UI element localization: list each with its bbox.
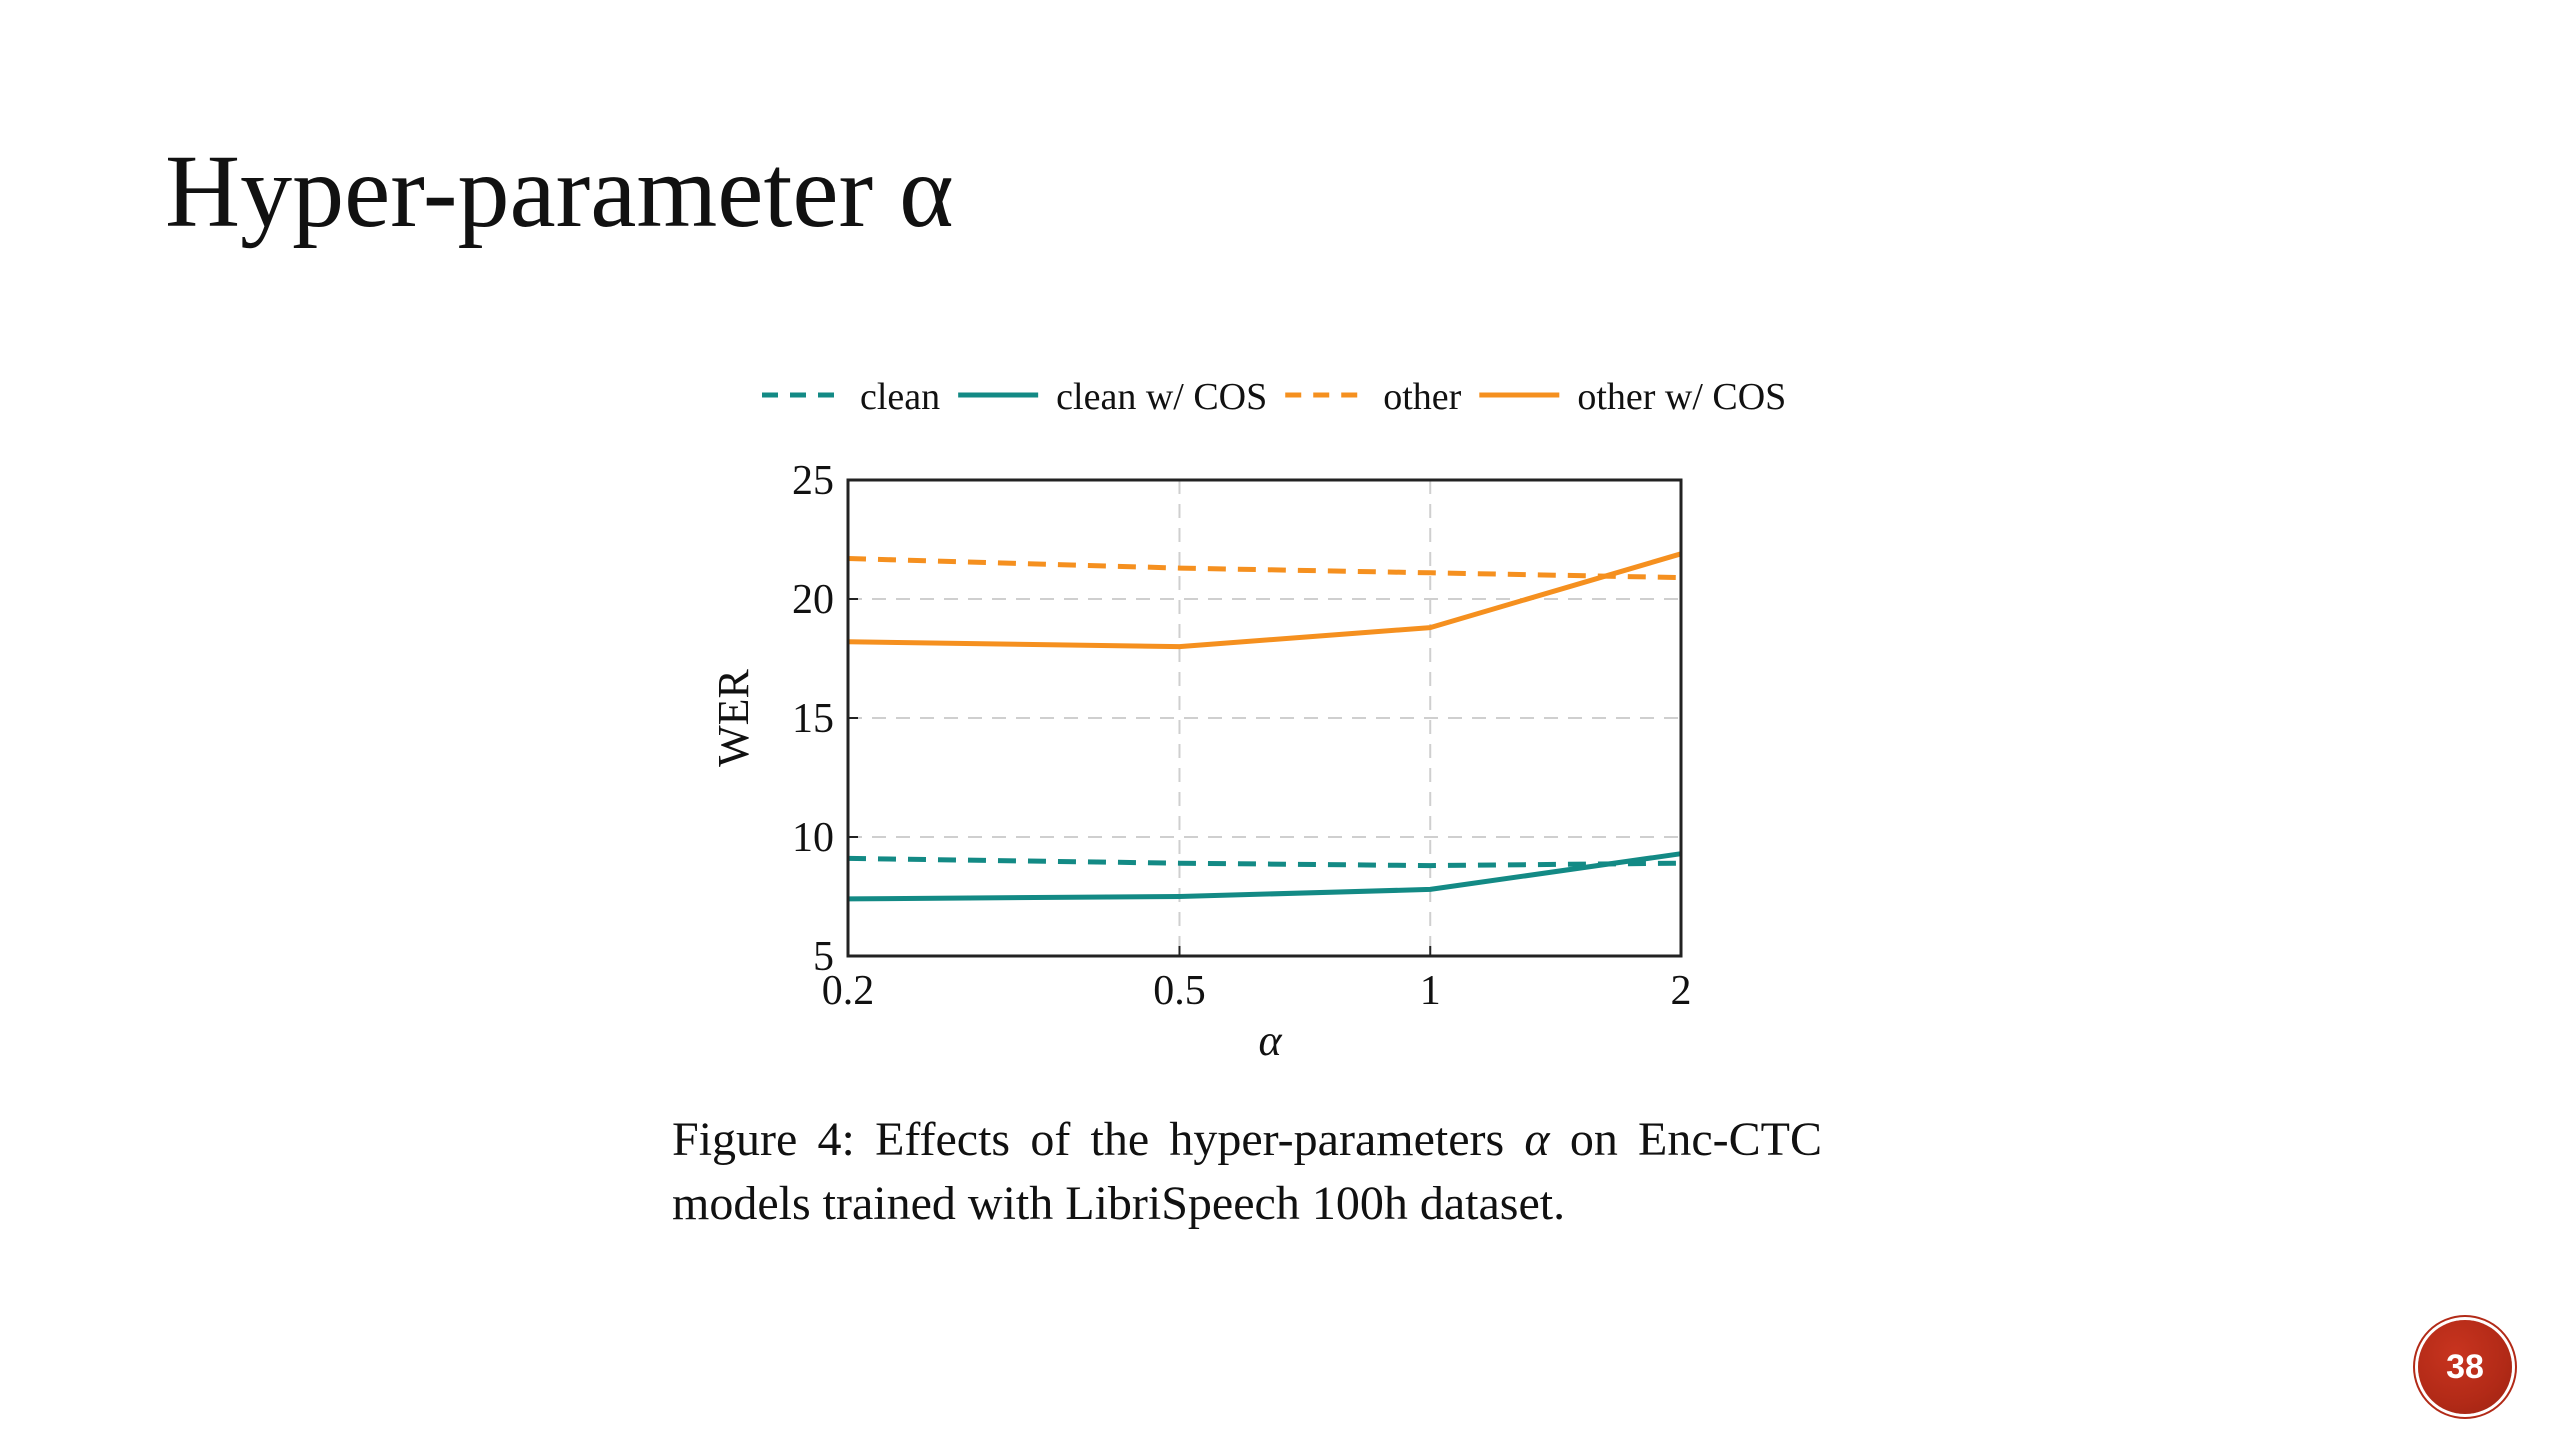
page-number: 38 [2446, 1347, 2484, 1386]
series-line-other [847, 556, 1682, 581]
caption-symbol: α [1524, 1113, 1550, 1166]
x-tick-label: 0.2 [822, 968, 875, 1014]
caption-suffix: on Enc-CTC models trained with LibriSpee… [672, 1113, 1822, 1230]
slide-title: Hyper-parameter α [165, 134, 954, 249]
figure-caption: Figure 4: Effects of the hyper-parameter… [672, 1108, 1822, 1236]
y-axis-label: WER [709, 668, 758, 766]
y-tick-label: 15 [792, 696, 834, 742]
x-tick-label: 1 [1420, 968, 1441, 1014]
y-tick-label: 5 [813, 934, 834, 980]
legend-label: clean [860, 376, 940, 418]
y-tick-label: 25 [792, 458, 834, 504]
x-tick-label: 2 [1671, 968, 1692, 1014]
chart-ticks: 5 10 15 20 25 0.2 0.5 1 2 [792, 458, 1692, 1014]
y-tick-label: 20 [792, 577, 834, 623]
series-line-other-w-cos [847, 551, 1682, 650]
chart-series [847, 551, 1682, 902]
legend-label: clean w/ COS [1056, 376, 1267, 418]
page-number-badge: 38 [2418, 1320, 2512, 1414]
x-axis-label: α [1258, 1016, 1282, 1065]
caption-prefix: Figure 4: Effects of the hyper-parameter… [672, 1113, 1525, 1166]
legend-label: other w/ COS [1577, 376, 1786, 418]
series-line-clean-w-cos [847, 851, 1682, 902]
series-line-clean [847, 855, 1682, 869]
legend-label: other [1383, 376, 1461, 418]
chart-legend: clean clean w/ COS other other w/ COS [762, 376, 1786, 418]
chart-grid [848, 480, 1681, 956]
x-tick-label: 0.5 [1153, 968, 1206, 1014]
y-tick-label: 10 [792, 815, 834, 861]
